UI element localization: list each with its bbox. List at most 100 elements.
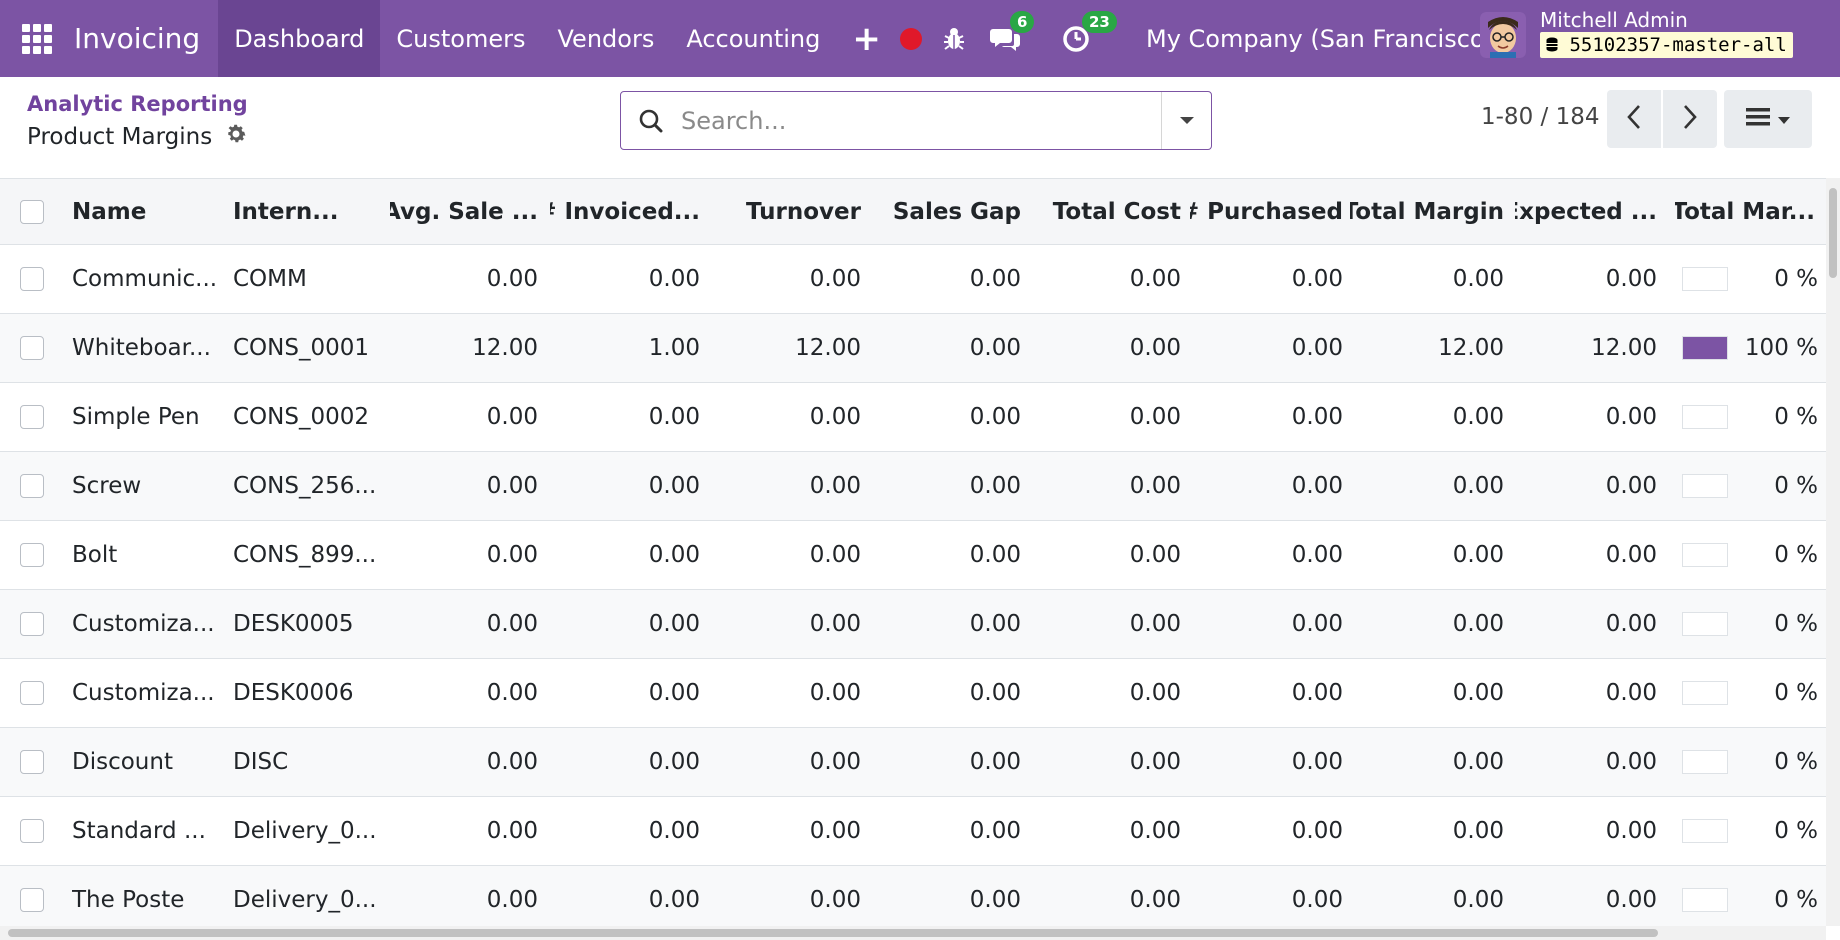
cell-purchased-qty[interactable]: 0.00 [1291,542,1343,568]
breadcrumb-analytic-reporting[interactable]: Analytic Reporting [27,92,248,116]
table-row[interactable]: Screw CONS_256... 0.00 0.00 0.00 0.00 0.00 0.00… [0,452,1826,521]
cell-expected-margin[interactable]: 0.00 [1605,404,1657,430]
cell-invoiced-qty[interactable]: 0.00 [648,680,700,706]
table-row[interactable]: Communic... COMM 0.00 0.00 0.00 0.00 0.00 0.00 0… [0,245,1826,314]
cell-total-cost[interactable]: 0.00 [1129,818,1181,844]
cell-total-margin[interactable]: 0.00 [1452,749,1504,775]
cell-sales-gap[interactable]: 0.00 [969,335,1021,361]
row-checkbox-cell[interactable] [20,314,50,382]
pager-next-button[interactable] [1663,90,1717,148]
row-checkbox-cell[interactable] [20,659,50,727]
cell-avg-sale-price[interactable]: 0.00 [486,611,538,637]
row-checkbox-cell[interactable] [20,797,50,865]
cell-sales-gap[interactable]: 0.00 [969,473,1021,499]
cell-internal-reference[interactable]: COMM [233,266,307,292]
cell-total-margin-rate[interactable]: 0 % [1682,866,1822,926]
cell-turnover[interactable]: 0.00 [809,473,861,499]
cell-name[interactable]: Customiza... [72,611,215,637]
header-total-margin[interactable]: Total Margin [1350,198,1504,225]
cell-total-margin[interactable]: 12.00 [1438,335,1504,361]
table-row[interactable]: The Poste Delivery_0... 0.00 0.00 0.00 0.00 0.… [0,866,1826,926]
cell-avg-sale-price[interactable]: 0.00 [486,473,538,499]
cell-name[interactable]: Discount [72,749,173,775]
header-invoiced-qty[interactable]: # Invoiced... [550,198,700,225]
cell-turnover[interactable]: 0.00 [809,542,861,568]
cell-purchased-qty[interactable]: 0.00 [1291,680,1343,706]
row-checkbox-cell[interactable] [20,383,50,451]
header-avg-sale-price[interactable]: Avg. Sale ... [390,198,538,225]
view-switcher-button[interactable] [1724,90,1812,148]
cell-total-margin-rate[interactable]: 0 % [1682,245,1822,313]
cell-expected-margin[interactable]: 0.00 [1605,680,1657,706]
cell-turnover[interactable]: 0.00 [809,266,861,292]
horizontal-scroll-thumb[interactable] [8,929,1658,937]
cell-expected-margin[interactable]: 0.00 [1605,887,1657,913]
cell-total-margin-rate[interactable]: 0 % [1682,659,1822,727]
cell-total-margin-rate[interactable]: 0 % [1682,521,1822,589]
table-row[interactable]: Bolt CONS_899... 0.00 0.00 0.00 0.00 0.00 0.00 0… [0,521,1826,590]
pager-value[interactable]: 1-80 / 184 [1481,104,1600,130]
cell-sales-gap[interactable]: 0.00 [969,404,1021,430]
cell-purchased-qty[interactable]: 0.00 [1291,335,1343,361]
cell-purchased-qty[interactable]: 0.00 [1291,611,1343,637]
cell-total-margin[interactable]: 0.00 [1452,266,1504,292]
cell-name[interactable]: Bolt [72,542,118,568]
header-turnover[interactable]: Turnover [746,198,861,225]
row-checkbox-cell[interactable] [20,452,50,520]
cell-total-cost[interactable]: 0.00 [1129,335,1181,361]
cell-name[interactable]: Whiteboar... [72,335,211,361]
cell-purchased-qty[interactable]: 0.00 [1291,404,1343,430]
cell-internal-reference[interactable]: DISC [233,749,289,775]
gear-icon[interactable] [224,122,248,152]
cell-internal-reference[interactable]: CONS_899... [233,542,377,568]
cell-avg-sale-price[interactable]: 0.00 [486,404,538,430]
row-checkbox[interactable] [20,888,44,912]
cell-total-margin[interactable]: 0.00 [1452,887,1504,913]
cell-expected-margin[interactable]: 0.00 [1605,749,1657,775]
cell-turnover[interactable]: 0.00 [809,680,861,706]
menu-accounting[interactable]: Accounting [686,24,821,53]
header-total-cost[interactable]: Total Cost [1052,198,1181,225]
cell-invoiced-qty[interactable]: 0.00 [648,542,700,568]
row-checkbox[interactable] [20,612,44,636]
user-avatar[interactable] [1480,12,1526,58]
search-input[interactable] [681,92,1161,149]
row-checkbox-cell[interactable] [20,866,50,926]
row-checkbox[interactable] [20,474,44,498]
table-row[interactable]: Customiza... DESK0006 0.00 0.00 0.00 0.00 0.00… [0,659,1826,728]
cell-name[interactable]: Standard ... [72,818,206,844]
cell-internal-reference[interactable]: DESK0005 [233,611,354,637]
cell-invoiced-qty[interactable]: 0.00 [648,887,700,913]
cell-expected-margin[interactable]: 12.00 [1591,335,1657,361]
cell-total-margin[interactable]: 0.00 [1452,404,1504,430]
cell-internal-reference[interactable]: CONS_0002 [233,404,370,430]
cell-total-cost[interactable]: 0.00 [1129,749,1181,775]
menu-customers[interactable]: Customers [396,24,526,53]
cell-total-margin-rate[interactable]: 100 % [1682,314,1822,382]
cell-avg-sale-price[interactable]: 0.00 [486,818,538,844]
select-all-checkbox[interactable] [20,199,44,224]
cell-name[interactable]: Communic... [72,266,218,292]
header-expected-margin[interactable]: Expected ... [1515,198,1657,225]
cell-expected-margin[interactable]: 0.00 [1605,818,1657,844]
cell-purchased-qty[interactable]: 0.00 [1291,818,1343,844]
cell-avg-sale-price[interactable]: 12.00 [472,335,538,361]
app-name[interactable]: Invoicing [74,22,201,55]
cell-purchased-qty[interactable]: 0.00 [1291,473,1343,499]
cell-total-margin-rate[interactable]: 0 % [1682,383,1822,451]
cell-total-cost[interactable]: 0.00 [1129,887,1181,913]
cell-sales-gap[interactable]: 0.00 [969,749,1021,775]
cell-invoiced-qty[interactable]: 0.00 [648,818,700,844]
row-checkbox[interactable] [20,681,44,705]
table-row[interactable]: Simple Pen CONS_0002 0.00 0.00 0.00 0.00 0.00 0… [0,383,1826,452]
cell-expected-margin[interactable]: 0.00 [1605,542,1657,568]
cell-sales-gap[interactable]: 0.00 [969,887,1021,913]
cell-invoiced-qty[interactable]: 0.00 [648,473,700,499]
cell-sales-gap[interactable]: 0.00 [969,611,1021,637]
row-checkbox[interactable] [20,543,44,567]
row-checkbox-cell[interactable] [20,245,50,313]
chat-icon[interactable]: 6 [990,10,1035,53]
menu-vendors[interactable]: Vendors [557,24,655,53]
cell-internal-reference[interactable]: Delivery_0... [233,887,377,913]
cell-name[interactable]: Screw [72,473,142,499]
